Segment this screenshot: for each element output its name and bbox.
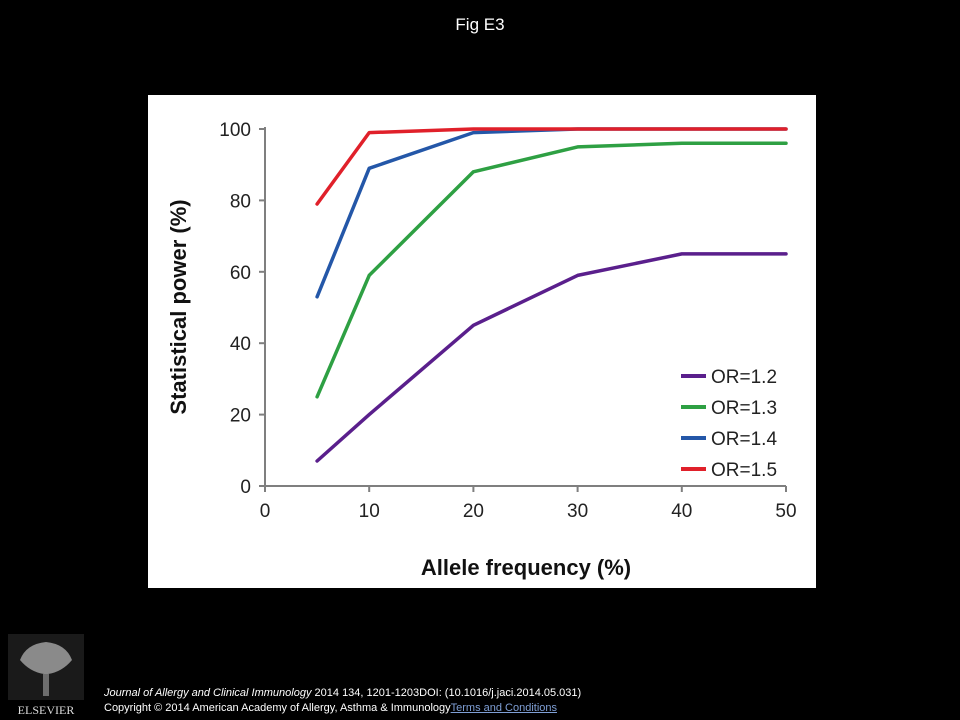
x-tick-label: 10 bbox=[359, 501, 380, 522]
y-tick-label: 80 bbox=[230, 191, 251, 212]
figure-title: Fig E3 bbox=[455, 15, 505, 34]
legend-label: OR=1.2 bbox=[711, 367, 777, 388]
legend-label: OR=1.5 bbox=[711, 460, 777, 481]
citation-footer: Journal of Allergy and Clinical Immunolo… bbox=[104, 686, 581, 716]
x-tick-label: 50 bbox=[775, 501, 796, 522]
x-tick-label: 20 bbox=[463, 501, 484, 522]
logo-wordmark: ELSEVIER bbox=[18, 703, 75, 717]
terms-link[interactable]: Terms and Conditions bbox=[450, 702, 558, 714]
copyright-line: Copyright © 2014 American Academy of All… bbox=[104, 701, 581, 716]
elsevier-logo: ELSEVIER bbox=[8, 634, 84, 717]
legend-label: OR=1.4 bbox=[711, 429, 777, 450]
y-tick-label: 40 bbox=[230, 334, 251, 355]
chart-legend: OR=1.2 OR=1.3 OR=1.4 OR=1.5 bbox=[681, 367, 777, 481]
y-tick-label: 100 bbox=[219, 120, 251, 141]
x-tick-label: 0 bbox=[260, 501, 271, 522]
series-line-or-1-2 bbox=[315, 252, 788, 463]
x-tick-label: 40 bbox=[671, 501, 692, 522]
journal-name: Journal of Allergy and Clinical Immunolo… bbox=[104, 687, 312, 699]
y-tick-label: 0 bbox=[240, 477, 251, 498]
logo-trunk bbox=[43, 674, 49, 696]
chart-axes: 0 20 40 60 80 100 0 10 20 30 40 50 bbox=[219, 120, 796, 522]
series-line-or-1-3 bbox=[315, 141, 788, 399]
x-axis-title: Allele frequency (%) bbox=[421, 555, 631, 580]
citation-details: 2014 134, 1201-1203DOI: (10.1016/j.jaci.… bbox=[311, 687, 582, 699]
y-axis-title: Statistical power (%) bbox=[166, 199, 191, 414]
chart-series-layer bbox=[315, 127, 788, 463]
x-tick-label: 30 bbox=[567, 501, 588, 522]
series-line-or-1-5 bbox=[315, 127, 788, 206]
logo-tree-icon bbox=[20, 642, 72, 694]
legend-label: OR=1.3 bbox=[711, 398, 777, 419]
y-tick-label: 20 bbox=[230, 406, 251, 427]
chart-panel: 0 20 40 60 80 100 0 10 20 30 40 50 OR=1.2 OR=1.3 OR=1… bbox=[148, 95, 816, 588]
y-tick-label: 60 bbox=[230, 263, 251, 284]
copyright-text: Copyright © 2014 American Academy of All… bbox=[104, 702, 451, 714]
citation-line: Journal of Allergy and Clinical Immunolo… bbox=[104, 686, 581, 701]
